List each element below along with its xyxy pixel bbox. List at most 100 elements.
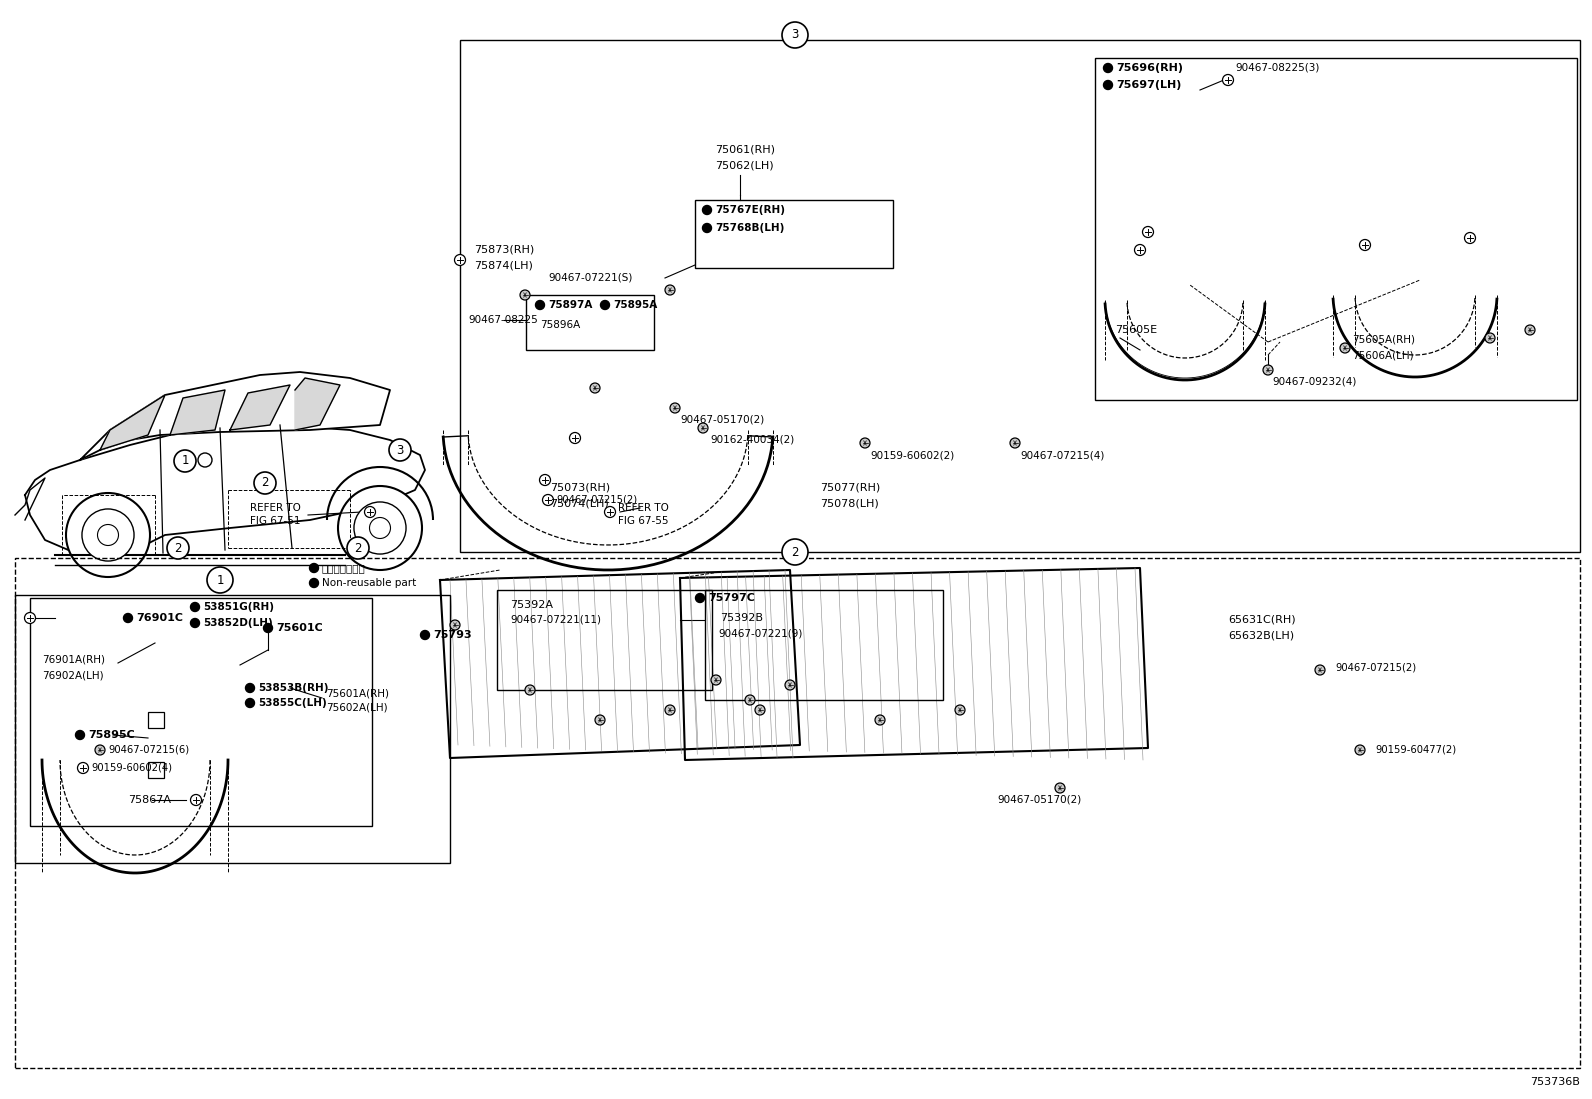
Circle shape [600,300,610,310]
Circle shape [365,507,376,518]
Text: 90467-05170(2): 90467-05170(2) [998,795,1083,804]
Text: 2: 2 [355,542,361,555]
Bar [148,712,164,728]
Bar [14,595,451,863]
Text: 90467-05170(2): 90467-05170(2) [680,415,764,425]
Circle shape [595,715,605,725]
Circle shape [353,502,406,554]
Circle shape [1135,244,1146,255]
Text: 75078(LH): 75078(LH) [820,498,879,508]
Circle shape [245,684,255,692]
Circle shape [338,486,422,570]
Circle shape [696,593,705,602]
Text: 75077(RH): 75077(RH) [820,482,880,493]
Circle shape [96,745,105,755]
Text: 90159-60602(4): 90159-60602(4) [91,763,172,773]
Text: FIG 67-55: FIG 67-55 [618,517,669,526]
Circle shape [665,704,675,715]
Circle shape [1340,343,1350,353]
Text: 75073(RH): 75073(RH) [549,482,610,493]
Polygon shape [439,570,801,758]
Circle shape [1103,80,1113,89]
Text: 75793: 75793 [433,630,471,640]
Text: Non-reusable part: Non-reusable part [322,578,416,588]
Text: 75895C: 75895C [88,730,135,740]
Text: 1: 1 [181,455,189,467]
Circle shape [1355,745,1364,755]
Circle shape [712,675,721,685]
Text: 75896A: 75896A [540,320,579,330]
Circle shape [782,539,809,565]
Circle shape [78,763,89,774]
Circle shape [755,704,766,715]
Text: 75605A(RH): 75605A(RH) [1352,335,1415,345]
Circle shape [1315,665,1325,675]
Circle shape [454,255,465,266]
Circle shape [605,507,616,518]
Circle shape [860,439,869,448]
Text: 90467-08225(3): 90467-08225(3) [1235,63,1320,73]
Circle shape [309,578,318,588]
Circle shape [1055,782,1065,793]
Circle shape [521,290,530,300]
Circle shape [1465,233,1476,244]
Text: 75602A(LH): 75602A(LH) [326,703,387,713]
Text: 76901C: 76901C [135,613,183,623]
Circle shape [75,731,84,740]
Text: 75797C: 75797C [708,593,755,603]
Polygon shape [80,371,390,460]
Polygon shape [170,390,224,435]
Text: 53853B(RH): 53853B(RH) [258,682,328,693]
Text: 75867A: 75867A [127,795,170,804]
Bar [148,762,164,778]
Circle shape [191,602,199,611]
Circle shape [347,537,369,559]
Circle shape [702,206,712,214]
Circle shape [1485,333,1495,343]
Circle shape [24,612,35,623]
Text: 65632B(LH): 65632B(LH) [1227,631,1294,641]
Text: 90467-07215(4): 90467-07215(4) [1020,449,1105,460]
Circle shape [124,613,132,622]
Circle shape [1009,439,1020,448]
Circle shape [1262,365,1274,375]
Bar [460,40,1579,552]
Circle shape [197,453,212,467]
Text: 90159-60602(2): 90159-60602(2) [869,449,954,460]
Text: 2: 2 [174,542,181,555]
Circle shape [65,493,150,577]
Bar [525,295,654,349]
Circle shape [207,567,232,593]
Text: 53852D(LH): 53852D(LH) [204,618,272,628]
Text: 75392A: 75392A [509,600,552,610]
Circle shape [264,623,272,633]
Text: 753736B: 753736B [1530,1077,1579,1087]
Text: 75767E(RH): 75767E(RH) [715,206,785,215]
Text: 2: 2 [791,545,799,558]
Text: REFER TO: REFER TO [250,503,301,513]
Circle shape [535,300,544,310]
Bar [1095,58,1578,400]
Text: 65631C(RH): 65631C(RH) [1227,615,1296,625]
Text: FIG 67-51: FIG 67-51 [250,517,301,526]
Circle shape [702,223,712,233]
Circle shape [1103,64,1113,73]
Text: 90467-07215(2): 90467-07215(2) [1336,663,1417,673]
Circle shape [191,619,199,628]
Text: 90159-60477(2): 90159-60477(2) [1375,745,1457,755]
Text: 75874(LH): 75874(LH) [474,260,533,271]
Bar [14,558,1579,1068]
Circle shape [543,495,554,506]
Text: 75697(LH): 75697(LH) [1116,80,1181,90]
Circle shape [1360,240,1371,251]
Text: 75392B: 75392B [720,613,763,623]
Circle shape [167,537,189,559]
Text: 90467-07221(11): 90467-07221(11) [509,615,602,625]
Text: 90162-40034(2): 90162-40034(2) [710,435,794,445]
Text: 3: 3 [791,29,799,42]
Circle shape [97,524,118,545]
Text: 53851G(RH): 53851G(RH) [204,602,274,612]
Circle shape [309,564,318,573]
Circle shape [665,285,675,295]
Circle shape [570,433,581,444]
